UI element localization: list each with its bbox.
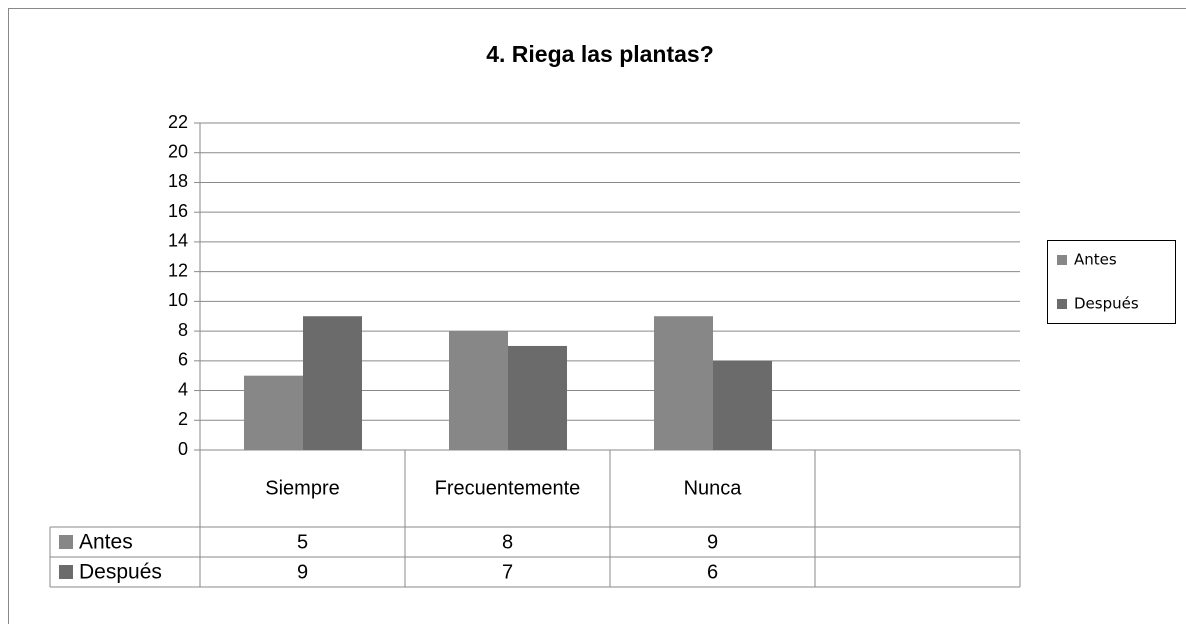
y-tick-label: 18 bbox=[168, 171, 188, 191]
table-value: 5 bbox=[297, 531, 308, 553]
x-tick-label: Frecuentemente bbox=[435, 477, 581, 499]
bar bbox=[508, 345, 567, 450]
x-tick-label: Siempre bbox=[265, 477, 339, 499]
table-value: 9 bbox=[297, 561, 308, 583]
chart-title: 4. Riega las plantas? bbox=[486, 41, 714, 67]
bar bbox=[303, 316, 362, 450]
y-tick-label: 10 bbox=[168, 290, 188, 310]
bar bbox=[713, 360, 772, 450]
y-tick-label: 16 bbox=[168, 201, 188, 221]
table-legend-key bbox=[59, 565, 73, 579]
legend-label: Antes bbox=[1074, 251, 1117, 269]
legend-box bbox=[1047, 240, 1176, 324]
y-tick-label: 14 bbox=[168, 231, 188, 251]
table-value: 8 bbox=[502, 531, 513, 553]
y-tick-label: 22 bbox=[168, 112, 188, 132]
table-legend-key bbox=[59, 535, 73, 549]
y-tick-label: 8 bbox=[178, 320, 188, 340]
bar bbox=[244, 375, 303, 450]
chart-frame bbox=[8, 8, 1186, 624]
y-tick-label: 20 bbox=[168, 141, 188, 161]
x-tick-label: Nunca bbox=[684, 477, 743, 499]
bar bbox=[449, 331, 508, 450]
bar bbox=[654, 316, 713, 450]
y-tick-label: 6 bbox=[178, 350, 188, 370]
legend-key bbox=[1057, 255, 1067, 265]
y-tick-label: 0 bbox=[178, 439, 188, 459]
legend-key bbox=[1057, 299, 1067, 309]
table-value: 9 bbox=[707, 531, 718, 553]
y-tick-label: 12 bbox=[168, 260, 188, 280]
y-tick-label: 4 bbox=[178, 379, 188, 399]
table-value: 7 bbox=[502, 561, 513, 583]
table-row-label: Después bbox=[79, 561, 162, 584]
table-value: 6 bbox=[707, 561, 718, 583]
y-tick-label: 2 bbox=[178, 409, 188, 429]
legend-label: Después bbox=[1074, 295, 1139, 313]
table-row-label: Antes bbox=[79, 531, 133, 554]
